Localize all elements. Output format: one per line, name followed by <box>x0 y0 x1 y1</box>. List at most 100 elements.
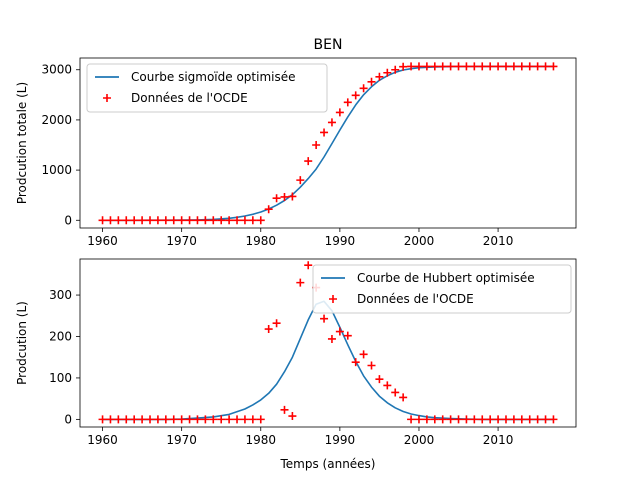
axes-frame <box>79 57 577 229</box>
series-line <box>102 300 554 421</box>
data-point <box>138 415 147 424</box>
data-point <box>501 415 510 424</box>
data-point <box>391 388 400 397</box>
data-point <box>470 415 479 424</box>
data-point <box>375 375 384 384</box>
data-point <box>407 415 416 424</box>
x-tick-label: 2010 <box>483 234 514 248</box>
data-point <box>541 415 550 424</box>
data-point <box>391 65 400 74</box>
data-point <box>375 72 384 81</box>
data-point <box>533 62 542 71</box>
legend-marker-swatch <box>329 295 337 303</box>
data-point <box>233 415 242 424</box>
data-point <box>98 415 107 424</box>
data-point <box>185 415 194 424</box>
x-tick-label: 1990 <box>325 433 356 447</box>
axes-frame <box>79 258 577 428</box>
data-point <box>438 415 447 424</box>
x-tick-label: 2000 <box>404 234 435 248</box>
plot-area <box>98 62 558 225</box>
data-point <box>343 331 352 340</box>
data-point <box>525 415 534 424</box>
data-point <box>422 415 431 424</box>
data-point <box>201 216 210 225</box>
data-point <box>169 415 178 424</box>
data-point <box>161 415 170 424</box>
x-tick-label: 1980 <box>245 433 276 447</box>
data-point <box>343 98 352 107</box>
data-point <box>486 62 495 71</box>
data-point <box>414 62 423 71</box>
y-tick-label: 0 <box>64 412 72 426</box>
data-point <box>217 216 226 225</box>
data-point <box>130 415 139 424</box>
figure-title: BEN <box>314 37 343 53</box>
data-point <box>256 415 265 424</box>
y-tick-label: 1000 <box>41 163 72 177</box>
legend-marker-swatch <box>103 94 111 102</box>
x-tick-label: 1970 <box>166 234 197 248</box>
data-point <box>438 62 447 71</box>
x-tick-label: 2010 <box>483 433 514 447</box>
data-point <box>240 415 249 424</box>
legend-box <box>86 63 328 113</box>
data-point <box>359 350 368 359</box>
legend-label: Courbe de Hubbert optimisée <box>357 271 535 285</box>
data-point <box>256 216 265 225</box>
bottom-chart-hubbert: 1960 1970 1980 1990 2000 2010 0 100 200 300 Prodcu… <box>15 258 577 471</box>
legend-label: Données de l'OCDE <box>131 91 248 105</box>
data-point <box>248 415 257 424</box>
data-point <box>414 415 423 424</box>
data-point <box>509 415 518 424</box>
data-point <box>114 216 123 225</box>
data-point <box>272 194 281 203</box>
data-point <box>169 216 178 225</box>
x-tick-label: 1960 <box>87 433 118 447</box>
data-point <box>351 91 360 100</box>
data-point <box>533 415 542 424</box>
data-point <box>225 415 234 424</box>
data-point <box>296 278 305 287</box>
data-point <box>320 314 329 323</box>
data-point <box>233 216 242 225</box>
data-point <box>335 108 344 117</box>
legend-box <box>312 264 572 314</box>
data-point <box>280 405 289 414</box>
data-point <box>288 192 297 201</box>
data-point <box>312 141 321 150</box>
data-point <box>383 68 392 77</box>
data-point <box>359 84 368 93</box>
data-point <box>264 205 273 214</box>
data-point <box>130 216 139 225</box>
data-point <box>501 62 510 71</box>
data-point <box>304 261 313 270</box>
data-point <box>177 216 186 225</box>
data-point <box>296 176 305 185</box>
data-point <box>193 216 202 225</box>
data-point <box>288 412 297 421</box>
data-point <box>422 62 431 71</box>
x-tick-label: 1980 <box>245 234 276 248</box>
data-point <box>122 216 131 225</box>
data-point <box>383 381 392 390</box>
data-point <box>486 415 495 424</box>
data-point <box>399 62 408 71</box>
data-point <box>335 327 344 336</box>
data-point <box>185 216 194 225</box>
legend-label: Données de l'OCDE <box>357 292 474 306</box>
data-point <box>146 415 155 424</box>
data-point <box>98 216 107 225</box>
plot-area <box>98 261 558 424</box>
data-point <box>525 62 534 71</box>
data-point <box>430 415 439 424</box>
data-point <box>478 415 487 424</box>
x-tick-label: 1970 <box>166 433 197 447</box>
data-point <box>248 216 257 225</box>
data-point <box>201 415 210 424</box>
data-point <box>494 415 503 424</box>
data-point <box>446 415 455 424</box>
data-point <box>446 62 455 71</box>
data-point <box>138 216 147 225</box>
